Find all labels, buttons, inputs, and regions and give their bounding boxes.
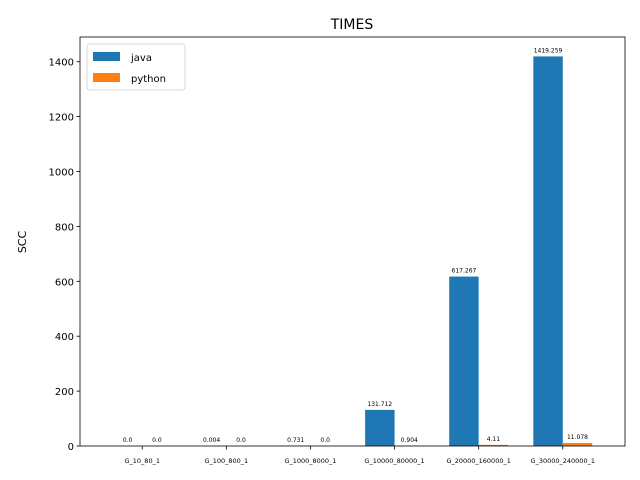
y-tick-label: 400 bbox=[55, 332, 74, 343]
bar-python bbox=[478, 444, 509, 446]
chart-title: TIMES bbox=[330, 17, 374, 33]
bar-value-label: 0.0 bbox=[123, 437, 133, 444]
bar-value-label: 0.004 bbox=[203, 437, 220, 444]
plot-frame bbox=[79, 36, 626, 447]
y-tick-label: 1000 bbox=[49, 168, 74, 179]
bar-value-label: 617.267 bbox=[452, 268, 477, 275]
x-tick-label: G_10000_80000_1 bbox=[364, 457, 424, 465]
bar-value-label: 0.0 bbox=[236, 437, 246, 444]
legend-label-java: java bbox=[130, 53, 152, 64]
legend-swatch-java bbox=[93, 52, 120, 61]
x-tick-label: G_20000_160000_1 bbox=[446, 457, 510, 465]
bar-value-label: 1419.259 bbox=[534, 47, 563, 54]
bar-value-label: 0.731 bbox=[287, 437, 304, 444]
y-tick-label: 600 bbox=[55, 277, 74, 288]
legend-label-python: python bbox=[131, 74, 166, 85]
bar-value-label: 4.11 bbox=[487, 436, 501, 443]
x-tick-label: G_100_800_1 bbox=[204, 457, 248, 465]
bar-java bbox=[449, 276, 479, 446]
bar-java bbox=[533, 56, 563, 447]
x-tick-label: G_30000_240000_1 bbox=[531, 457, 595, 465]
y-tick-label: 200 bbox=[55, 387, 74, 398]
y-tick-label: 0 bbox=[68, 442, 74, 453]
plot-area: 0 200 400 600 800 1000 1200 1400 0.0 0.0 G_10_80_1… bbox=[49, 43, 595, 465]
bar-value-label: 0.904 bbox=[401, 437, 418, 444]
bar-python bbox=[562, 442, 593, 446]
x-tick-label: G_1000_8000_1 bbox=[284, 457, 336, 465]
bar-value-label: 131.712 bbox=[367, 401, 392, 408]
y-axis-label: SCC bbox=[16, 231, 29, 254]
legend-swatch-python bbox=[93, 73, 120, 82]
bar-value-label: 11.078 bbox=[567, 434, 588, 441]
bar-java bbox=[365, 409, 395, 446]
y-tick-label: 800 bbox=[55, 222, 74, 233]
y-tick-label: 1400 bbox=[49, 58, 74, 69]
x-tick-label: G_10_80_1 bbox=[125, 457, 160, 465]
bar-value-label: 0.0 bbox=[320, 437, 330, 444]
y-tick-label: 1200 bbox=[49, 113, 74, 124]
bar-value-label: 0.0 bbox=[152, 437, 162, 444]
